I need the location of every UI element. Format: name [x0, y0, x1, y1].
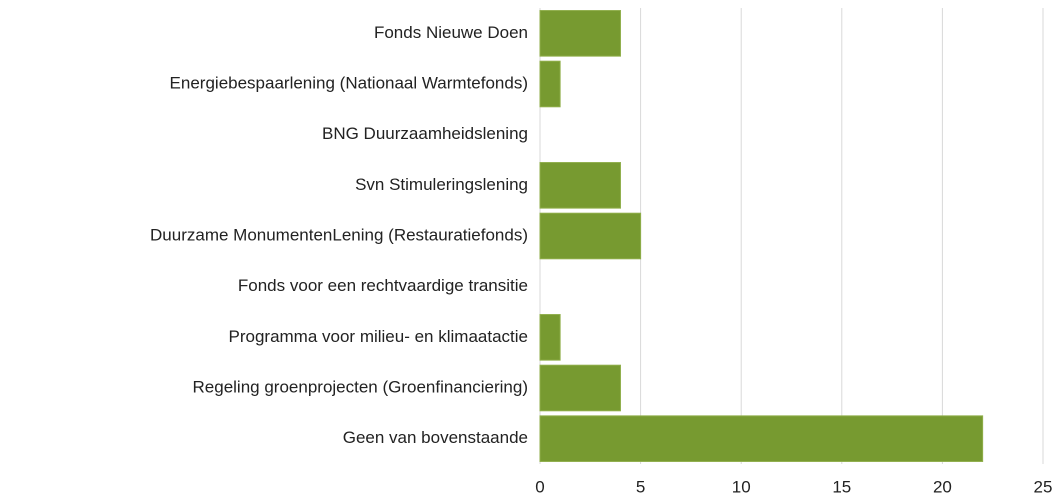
bar — [539, 314, 561, 361]
bar — [539, 212, 642, 260]
y-tick-label: BNG Duurzaamheidslening — [322, 124, 528, 143]
bar — [539, 415, 984, 462]
y-tick-label: Energiebespaarlening (Nationaal Warmtefo… — [170, 73, 528, 92]
y-tick-label: Fonds Nieuwe Doen — [374, 23, 528, 42]
bar — [539, 60, 561, 108]
bar — [539, 364, 621, 412]
x-tick-label: 0 — [535, 477, 544, 496]
y-tick-label: Svn Stimuleringslening — [355, 175, 528, 194]
y-tick-label: Regeling groenprojecten (Groenfinancieri… — [193, 377, 528, 396]
x-tick-label: 10 — [732, 477, 751, 496]
y-tick-label: Geen van bovenstaande — [343, 428, 528, 447]
x-tick-label: 25 — [1034, 477, 1053, 496]
bar — [539, 162, 621, 209]
y-tick-label: Duurzame MonumentenLening (Restauratiefo… — [150, 225, 528, 244]
x-tick-label: 5 — [636, 477, 645, 496]
y-tick-label: Fonds voor een rechtvaardige transitie — [238, 276, 528, 295]
x-tick-label: 20 — [933, 477, 952, 496]
bar — [539, 10, 621, 57]
x-tick-label: 15 — [832, 477, 851, 496]
y-tick-label: Programma voor milieu- en klimaatactie — [229, 327, 529, 346]
